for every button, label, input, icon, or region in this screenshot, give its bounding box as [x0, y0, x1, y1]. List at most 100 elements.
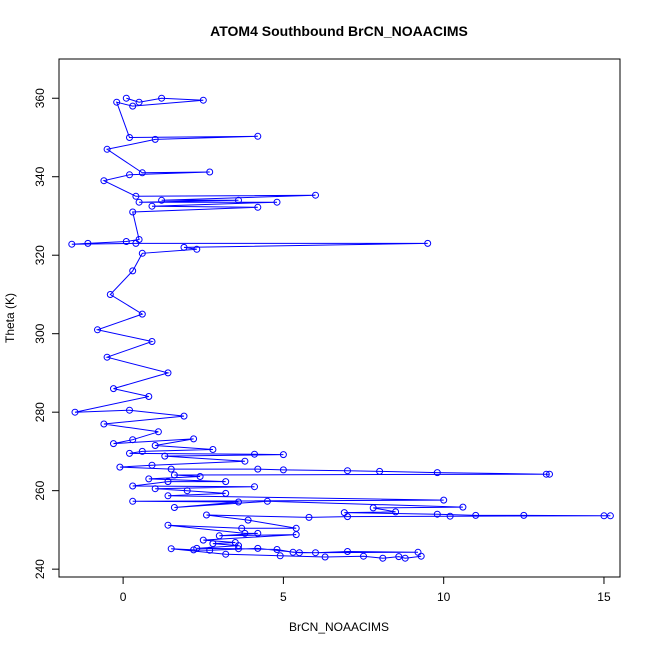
data-point	[170, 504, 178, 511]
data-point	[190, 546, 198, 554]
data-point	[103, 353, 111, 361]
data-point	[395, 553, 403, 561]
data-point	[138, 447, 146, 455]
data-point	[132, 192, 140, 200]
data-point	[392, 508, 400, 516]
series-line	[71, 97, 611, 559]
y-tick-label: 360	[33, 88, 47, 108]
data-point	[222, 489, 230, 497]
y-tick-label: 340	[33, 166, 47, 186]
data-point	[103, 145, 111, 153]
data-point	[520, 511, 528, 519]
data-point	[235, 196, 242, 204]
data-point	[158, 94, 166, 102]
x-axis: 0 5 10 15	[120, 576, 611, 604]
data-point	[151, 485, 159, 493]
data-point	[235, 498, 242, 506]
data-point	[305, 513, 313, 521]
data-point	[279, 466, 287, 474]
data-point	[126, 406, 133, 414]
data-point	[167, 545, 175, 553]
data-point	[542, 470, 550, 478]
plot-frame	[58, 58, 621, 578]
data-point	[203, 511, 210, 519]
data-point	[254, 203, 262, 211]
y-axis-label: Theta (K)	[3, 293, 17, 343]
data-point	[199, 536, 207, 544]
data-point	[106, 291, 114, 298]
data-point	[209, 540, 217, 548]
data-point	[379, 554, 387, 562]
data-point	[126, 449, 133, 457]
data-point	[196, 473, 204, 480]
data-point	[273, 198, 281, 206]
data-point	[241, 529, 249, 537]
data-point	[222, 550, 230, 558]
data-point	[209, 446, 217, 453]
data-point	[254, 465, 262, 473]
data-point	[138, 249, 146, 257]
data-point	[206, 168, 214, 176]
data-point	[116, 463, 124, 471]
data-point	[138, 310, 146, 318]
data-point	[251, 483, 258, 491]
data-point	[113, 98, 121, 106]
chart-title: ATOM4 Southbound BrCN_NOAACIMS	[210, 23, 468, 39]
data-point	[193, 245, 201, 253]
y-tick-label: 240	[33, 559, 47, 579]
data-point	[158, 196, 166, 204]
data-point	[401, 554, 409, 562]
data-point	[110, 385, 117, 393]
data-point	[344, 513, 351, 521]
data-point	[369, 504, 377, 512]
data-point	[344, 467, 351, 475]
data-point	[129, 208, 137, 216]
data-point	[606, 512, 614, 520]
data-point	[148, 461, 156, 469]
data-point	[129, 267, 137, 275]
data-point	[145, 475, 153, 483]
data-point	[263, 497, 271, 505]
data-point	[126, 171, 133, 179]
data-point	[312, 191, 319, 199]
data-point	[273, 546, 281, 553]
data-point	[235, 542, 242, 550]
data-point	[180, 412, 188, 420]
data-point	[235, 545, 242, 553]
x-tick-label: 10	[437, 590, 451, 604]
y-axis: 240 260 280 300 320 340 360	[33, 88, 60, 579]
data-point	[424, 239, 432, 247]
data-point	[132, 239, 140, 247]
data-point	[148, 338, 156, 345]
x-tick-label: 15	[597, 590, 611, 604]
data-point	[151, 442, 159, 449]
data-point	[344, 548, 351, 555]
data-point	[129, 482, 137, 490]
data-point	[312, 549, 319, 557]
data-point	[170, 471, 178, 479]
x-tick-label: 0	[120, 590, 127, 604]
data-point	[84, 239, 92, 247]
data-point	[440, 496, 448, 504]
data-point	[180, 243, 188, 251]
y-tick-label: 260	[33, 480, 47, 500]
data-point	[546, 470, 553, 478]
data-point	[254, 529, 262, 537]
data-point	[100, 177, 108, 185]
data-point	[241, 457, 249, 465]
data-point	[215, 532, 223, 540]
data-point	[472, 511, 480, 519]
y-tick-label: 300	[33, 323, 47, 343]
data-point	[71, 408, 79, 416]
data-point	[122, 94, 130, 102]
data-point	[151, 135, 159, 143]
data-point	[148, 202, 156, 210]
data-point	[251, 450, 258, 458]
data-point	[94, 326, 101, 334]
data-point	[164, 521, 172, 529]
data-point	[161, 452, 169, 460]
data-point	[244, 516, 252, 524]
data-point	[254, 132, 262, 140]
data-point	[154, 428, 162, 436]
